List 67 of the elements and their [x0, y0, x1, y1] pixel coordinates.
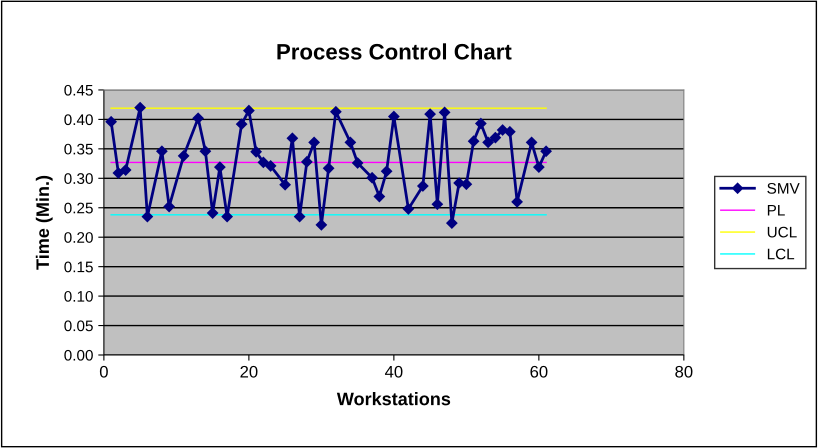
y-tick-label: 0.05	[64, 320, 93, 332]
legend-label: SMV	[767, 182, 800, 194]
point	[308, 136, 320, 148]
y-tick-label: 0.25	[64, 202, 93, 214]
x-tick-label: 40	[384, 366, 402, 378]
point	[258, 156, 269, 168]
legend-label: LCL	[768, 248, 794, 260]
point	[192, 112, 204, 124]
point	[417, 180, 428, 192]
point	[512, 196, 523, 208]
point	[439, 106, 450, 118]
point	[106, 116, 117, 128]
y-tick-label: 0.30	[64, 173, 93, 184]
point	[142, 210, 153, 222]
y-tick-label: 0.45	[64, 84, 93, 96]
point	[286, 132, 298, 144]
point	[366, 172, 378, 184]
y-tick-label: 0.15	[64, 262, 93, 272]
legend-label: PL	[768, 204, 785, 216]
point	[200, 146, 211, 157]
point	[250, 146, 262, 158]
point	[207, 207, 218, 219]
y-tick-label: 0.20	[64, 232, 93, 243]
y-tick-label: 0.40	[64, 114, 93, 126]
point	[112, 167, 124, 179]
y-tick-label: 0.10	[64, 290, 93, 302]
point	[540, 146, 552, 157]
point	[243, 104, 254, 116]
point	[164, 200, 175, 212]
point	[381, 166, 392, 177]
point	[214, 162, 226, 173]
point	[178, 150, 190, 162]
point	[323, 162, 334, 174]
point	[526, 136, 538, 148]
x-tick-label: 0	[100, 366, 108, 378]
point	[156, 146, 168, 157]
point	[120, 164, 132, 176]
point	[468, 136, 480, 147]
point	[280, 179, 291, 190]
point	[134, 102, 146, 114]
point	[475, 118, 486, 130]
x-tick-label: 80	[675, 366, 692, 378]
y-tick-label: 0.35	[64, 144, 93, 155]
point	[344, 136, 356, 148]
point	[424, 108, 436, 120]
x-tick-label: 60	[530, 366, 548, 378]
point	[316, 219, 327, 230]
x-tick-label: 20	[240, 366, 258, 378]
point	[236, 118, 248, 130]
point	[504, 126, 516, 138]
point	[446, 217, 458, 229]
legend-label: UCL	[768, 226, 797, 238]
point	[352, 157, 364, 169]
point	[482, 136, 494, 148]
point	[533, 162, 544, 173]
chart-title: Process Control Chart	[277, 43, 512, 60]
y-axis-title: Time (Min.)	[36, 176, 53, 270]
point	[374, 190, 385, 202]
point	[402, 203, 414, 215]
point	[490, 132, 501, 144]
point	[301, 156, 312, 168]
y-tick-label: 0.00	[64, 350, 93, 361]
point	[265, 160, 276, 172]
point	[330, 106, 342, 118]
point	[460, 178, 472, 190]
x-axis-title: Workstations	[336, 392, 450, 406]
point	[432, 198, 443, 210]
